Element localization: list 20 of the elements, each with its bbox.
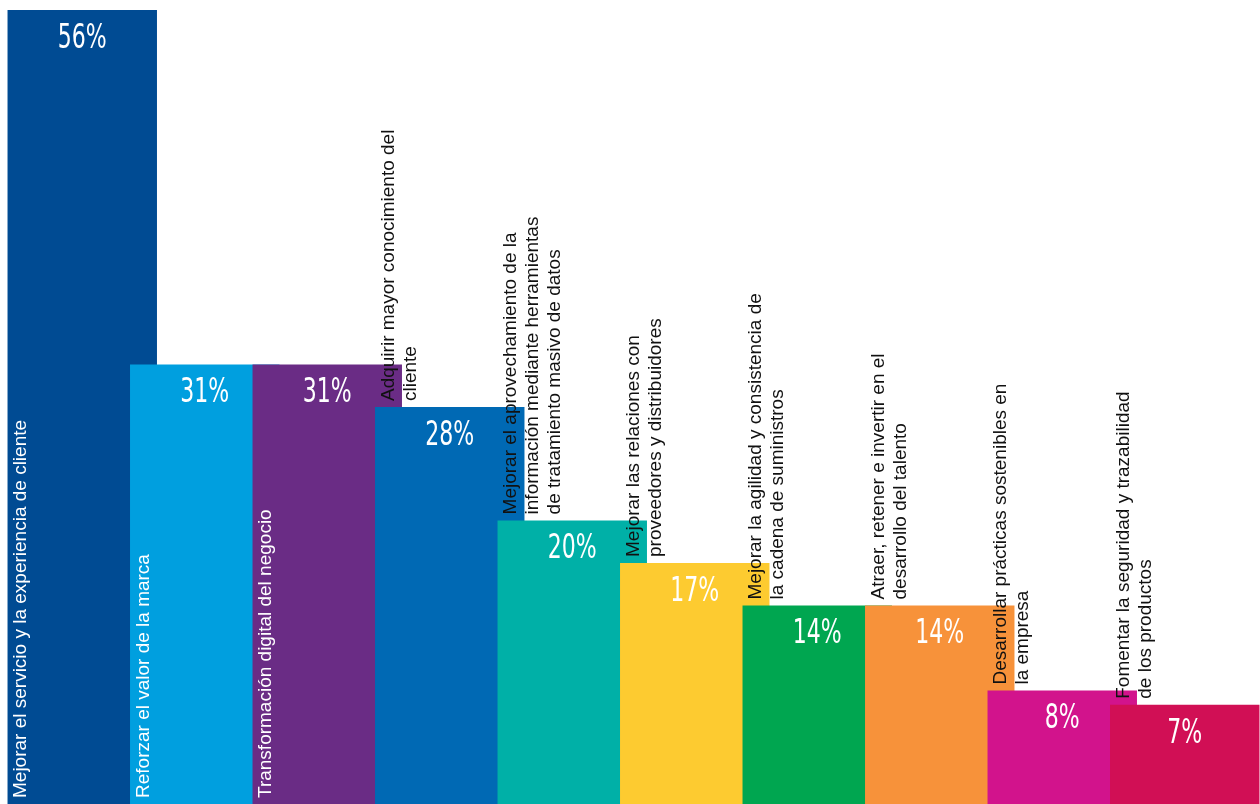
data-label: 20% xyxy=(547,527,597,567)
data-label: 14% xyxy=(915,612,965,652)
data-label: 7% xyxy=(1167,711,1203,751)
x-tick-label: Reforzar el valor de la marca xyxy=(131,553,153,798)
data-label: 31% xyxy=(180,371,230,411)
x-tick-label: Mejorar las relaciones con proveedores y distribuidores xyxy=(621,318,665,557)
data-label: 14% xyxy=(792,612,842,652)
x-tick-label: Fomentar la seguridad y trazabilidad de los productos xyxy=(1111,391,1155,699)
x-tick-label: Mejorar la agilidad y consistencia de la cadena de suministros xyxy=(744,293,788,600)
data-label: 31% xyxy=(302,371,352,411)
data-label: 17% xyxy=(670,569,720,609)
data-label: 8% xyxy=(1044,697,1080,737)
x-tick-label: Desarrollar prácticas sostenibles en la empresa xyxy=(989,383,1033,685)
x-tick-label: Mejorar el servicio y la experiencia de cliente xyxy=(9,419,31,798)
data-label: 28% xyxy=(425,413,475,453)
x-tick-label: Mejorar el aprovechamiento de la información mediante herramientas de tratamiento masivo de datos xyxy=(499,216,565,515)
x-tick-label: Adquirir mayor conocimiento del cliente xyxy=(376,129,420,401)
x-tick-label: Atraer, retener e invertir en el desarrollo del talento xyxy=(866,353,910,600)
data-label: 56% xyxy=(57,16,107,56)
x-tick-label: Transformación digital del negocio xyxy=(254,509,276,798)
